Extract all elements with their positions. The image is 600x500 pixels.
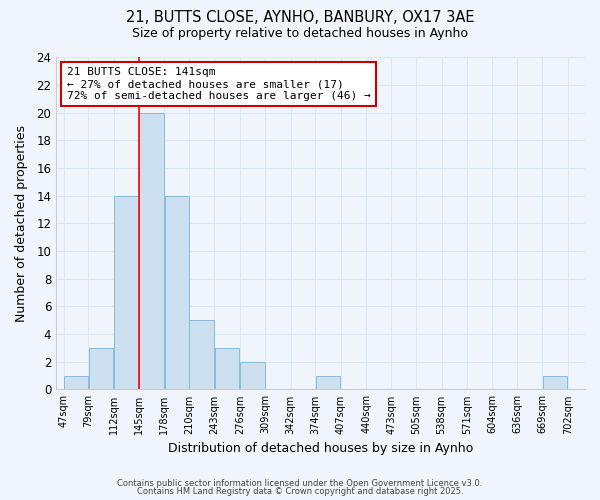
Bar [89, 348, 113, 390]
Bar [165, 196, 188, 390]
X-axis label: Distribution of detached houses by size in Aynho: Distribution of detached houses by size … [168, 442, 473, 455]
Text: Size of property relative to detached houses in Aynho: Size of property relative to detached ho… [132, 28, 468, 40]
Bar [316, 376, 340, 390]
Text: Contains HM Land Registry data © Crown copyright and database right 2025.: Contains HM Land Registry data © Crown c… [137, 487, 463, 496]
Y-axis label: Number of detached properties: Number of detached properties [15, 125, 28, 322]
Bar [215, 348, 239, 390]
Text: 21 BUTTS CLOSE: 141sqm
← 27% of detached houses are smaller (17)
72% of semi-det: 21 BUTTS CLOSE: 141sqm ← 27% of detached… [67, 68, 371, 100]
Bar [64, 376, 88, 390]
Text: 21, BUTTS CLOSE, AYNHO, BANBURY, OX17 3AE: 21, BUTTS CLOSE, AYNHO, BANBURY, OX17 3A… [126, 10, 474, 25]
Bar [190, 320, 214, 390]
Bar [543, 376, 568, 390]
Bar [139, 113, 164, 390]
Text: Contains public sector information licensed under the Open Government Licence v3: Contains public sector information licen… [118, 478, 482, 488]
Bar [240, 362, 265, 390]
Bar [114, 196, 139, 390]
